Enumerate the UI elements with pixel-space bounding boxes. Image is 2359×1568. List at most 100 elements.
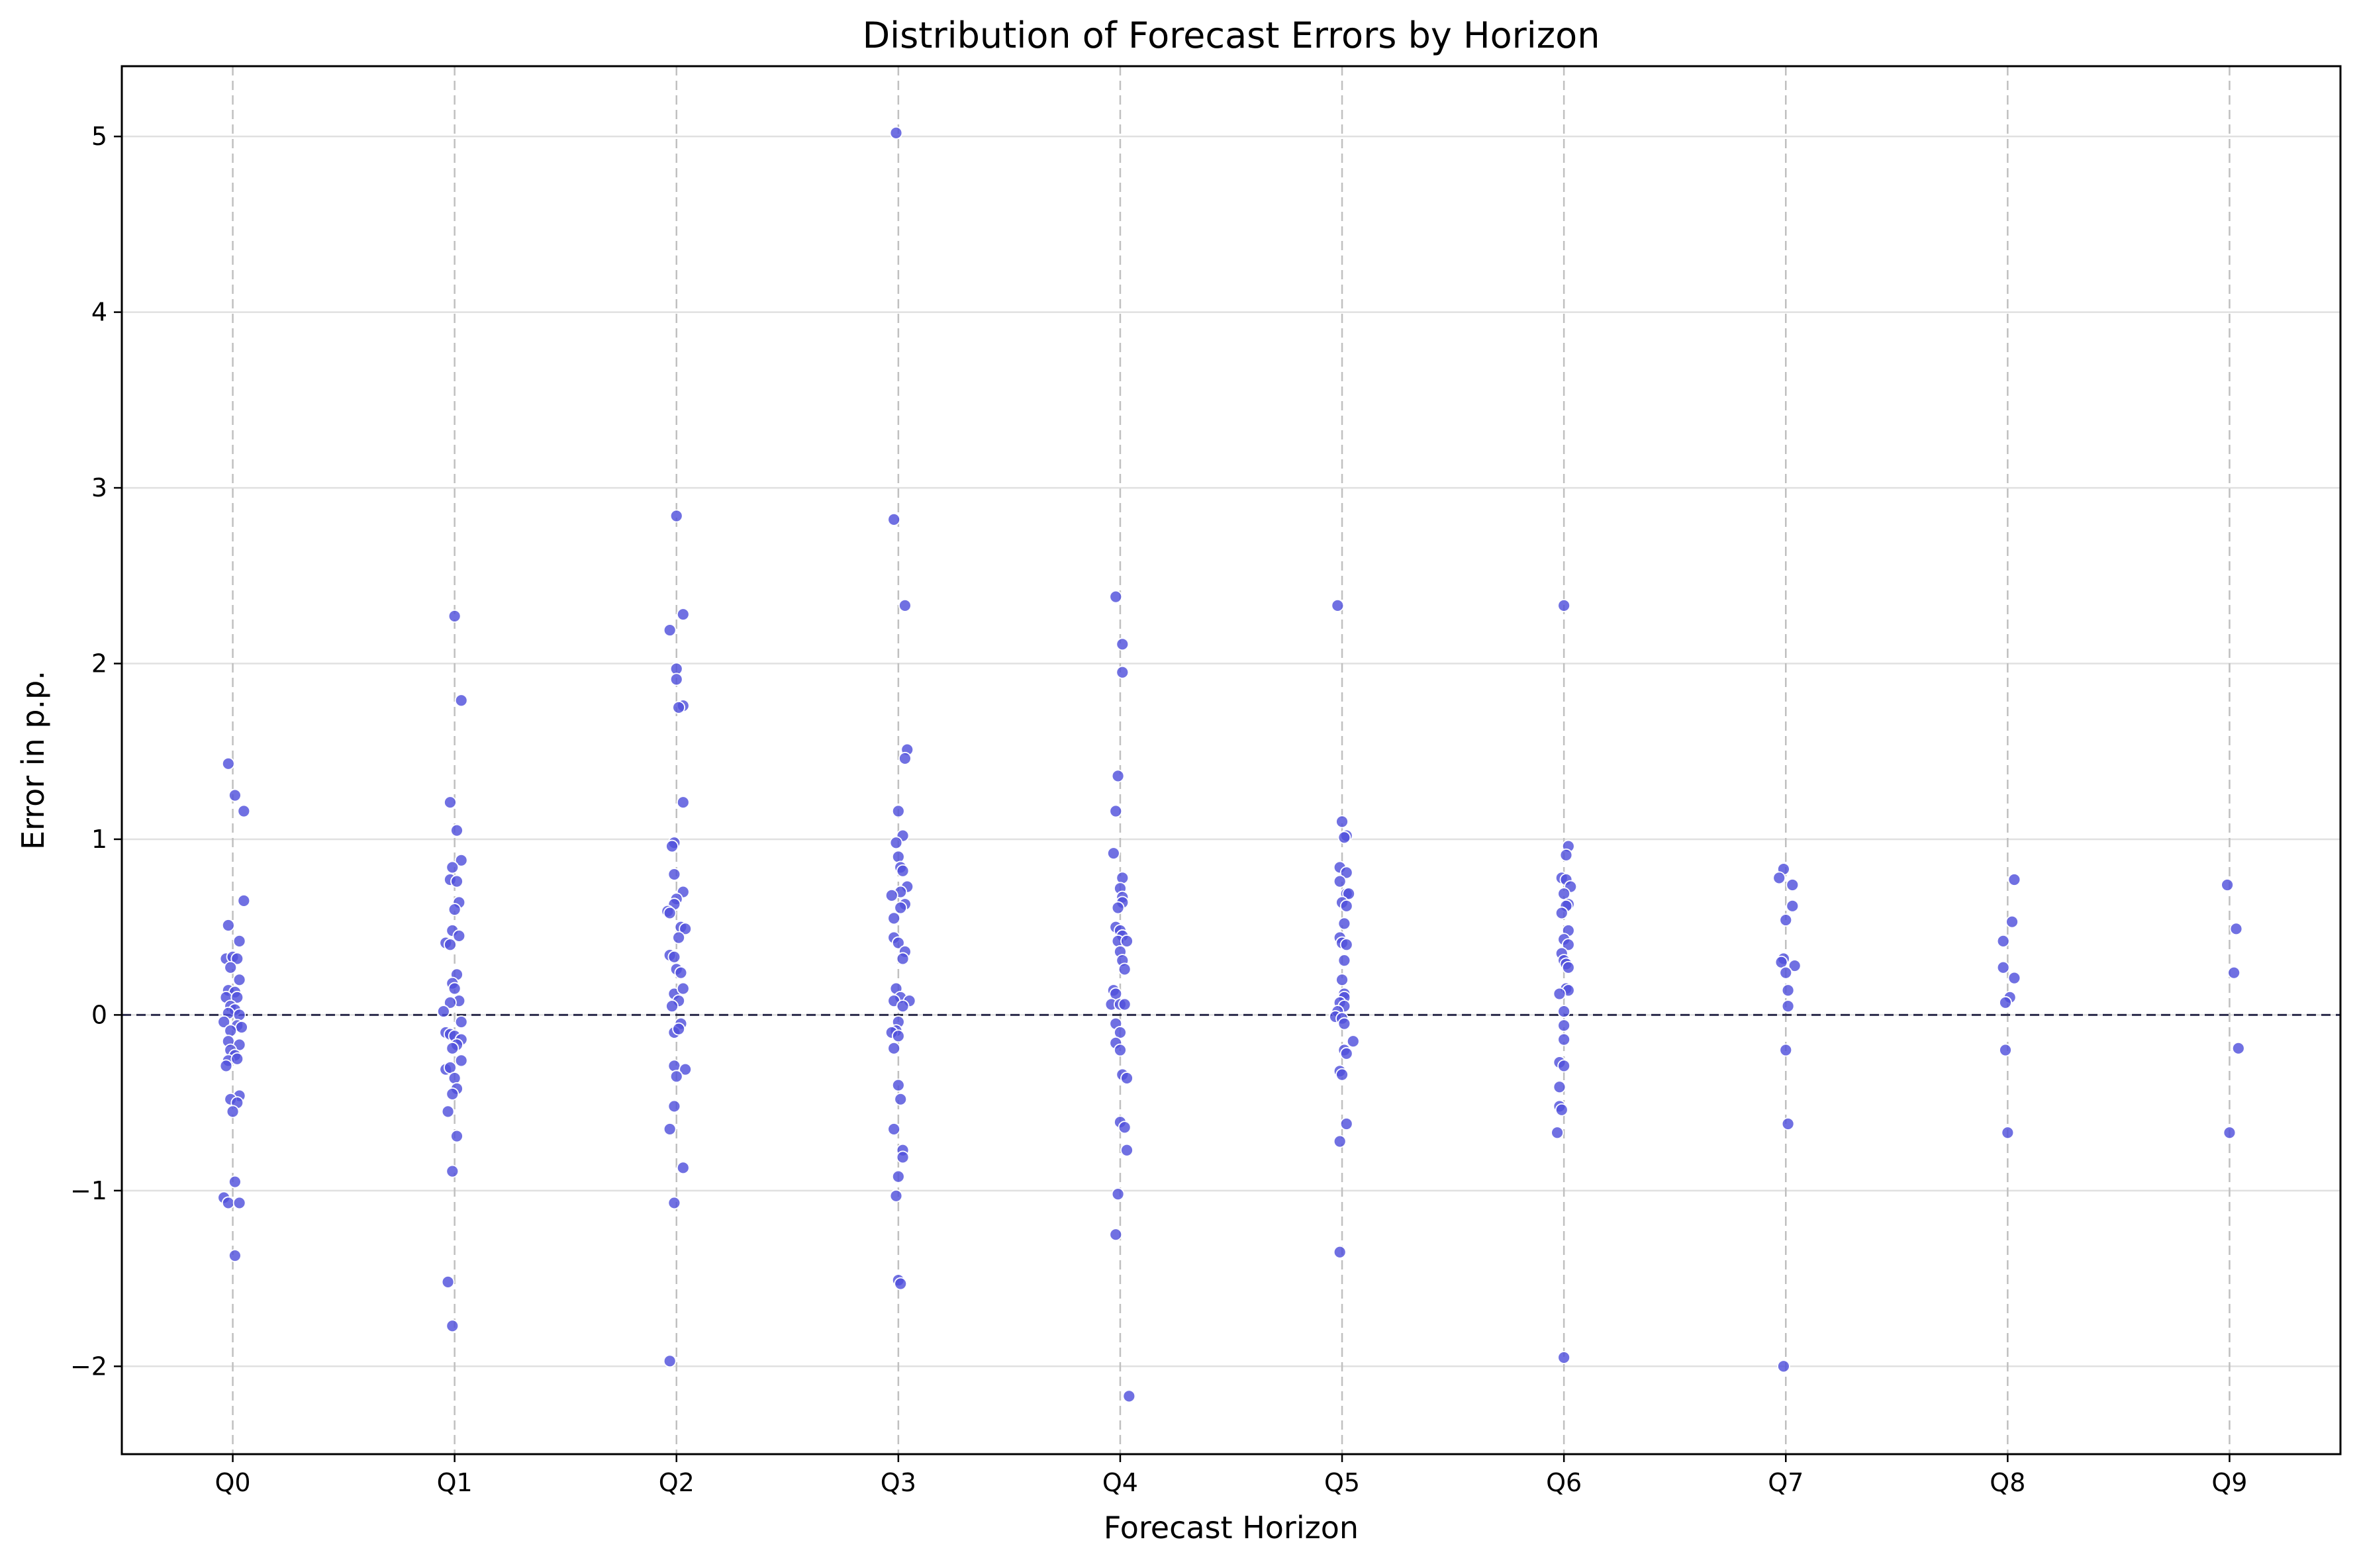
data-point — [1776, 1360, 1790, 1373]
data-point — [669, 1070, 683, 1084]
data-point — [224, 1024, 238, 1038]
data-point — [448, 982, 461, 995]
y-tick-label: 1 — [91, 825, 107, 854]
data-point — [887, 512, 901, 526]
data-point — [1331, 599, 1345, 612]
data-point — [1781, 984, 1795, 997]
data-point — [663, 906, 677, 920]
data-point — [667, 1196, 681, 1210]
data-point — [1779, 913, 1793, 927]
data-point — [219, 1059, 233, 1073]
data-point — [1999, 1043, 2012, 1057]
data-point — [1333, 874, 1347, 888]
data-point — [1116, 665, 1130, 679]
data-point — [2001, 1126, 2015, 1140]
data-point — [669, 509, 683, 523]
data-point — [1111, 769, 1125, 783]
x-tick-label: Q1 — [437, 1468, 473, 1497]
data-point — [230, 1052, 244, 1066]
data-point — [221, 1196, 235, 1210]
data-point — [232, 1008, 246, 1022]
data-point — [887, 1041, 901, 1055]
x-tick-label: Q0 — [215, 1468, 251, 1497]
data-point — [450, 1129, 463, 1143]
data-point — [1339, 1117, 1353, 1130]
data-point — [2007, 971, 2021, 985]
data-point — [441, 1275, 455, 1289]
data-point — [228, 1249, 242, 1262]
data-point — [1120, 1072, 1133, 1085]
data-point — [1339, 938, 1353, 952]
data-point — [891, 804, 905, 818]
data-point — [1553, 987, 1566, 1001]
data-point — [679, 922, 693, 936]
data-point — [1557, 1019, 1571, 1033]
data-point — [1109, 590, 1123, 604]
data-point — [898, 599, 912, 612]
data-point — [452, 929, 466, 943]
data-point — [891, 1029, 905, 1043]
data-point — [889, 1189, 903, 1203]
chart-title: Distribution of Forecast Errors by Horiz… — [863, 15, 1600, 56]
y-axis-label: Error in p.p. — [15, 670, 51, 850]
data-point — [454, 1015, 468, 1029]
data-point — [891, 1078, 905, 1092]
data-point — [1337, 917, 1351, 931]
data-point — [2229, 922, 2243, 936]
data-point — [228, 788, 242, 802]
data-point — [450, 874, 463, 888]
data-point — [2227, 966, 2241, 980]
data-point — [1555, 906, 1568, 920]
data-point — [898, 751, 912, 765]
data-point — [885, 888, 898, 902]
data-point — [228, 1175, 242, 1189]
data-point — [891, 1170, 905, 1183]
data-point — [224, 960, 238, 974]
data-point — [1120, 935, 1133, 948]
data-point — [1557, 599, 1571, 612]
data-point — [1772, 871, 1786, 885]
data-point — [2007, 873, 2021, 886]
y-tick-label: 3 — [91, 473, 107, 502]
data-point — [676, 796, 690, 809]
data-point — [891, 850, 905, 864]
data-point — [235, 1021, 248, 1034]
data-point — [1106, 847, 1120, 860]
x-tick-label: Q8 — [1990, 1468, 2025, 1497]
data-point — [448, 609, 461, 623]
data-point — [454, 853, 468, 867]
data-point — [889, 126, 903, 140]
data-point — [446, 1087, 459, 1101]
grid-layer — [122, 66, 2340, 1454]
data-point — [221, 757, 235, 770]
y-tick-label: 4 — [91, 298, 107, 327]
data-point — [232, 1196, 246, 1210]
data-point — [450, 823, 463, 837]
data-point — [663, 1123, 677, 1136]
data-point — [887, 911, 901, 925]
data-point — [448, 1072, 461, 1085]
x-axis-label: Forecast Horizon — [1104, 1510, 1359, 1545]
data-point — [1346, 1035, 1360, 1048]
x-tick-label: Q9 — [2211, 1468, 2247, 1497]
data-point — [1788, 959, 1802, 972]
data-point — [676, 608, 690, 622]
data-point — [1118, 997, 1131, 1011]
data-point — [2223, 1126, 2237, 1140]
data-point — [1333, 1134, 1347, 1148]
plot-frame — [120, 65, 2342, 1455]
data-point — [1557, 1351, 1571, 1364]
data-point — [454, 1054, 468, 1068]
data-point — [1109, 804, 1123, 818]
data-point — [454, 694, 468, 708]
data-point — [237, 894, 251, 907]
data-point — [1559, 848, 1573, 862]
data-point — [448, 903, 461, 917]
data-point — [2231, 1041, 2245, 1055]
data-point — [672, 1022, 686, 1036]
data-point — [896, 1150, 910, 1164]
data-point — [663, 1354, 677, 1368]
data-point — [444, 938, 457, 952]
data-point — [679, 1062, 693, 1076]
data-point — [1335, 973, 1349, 987]
